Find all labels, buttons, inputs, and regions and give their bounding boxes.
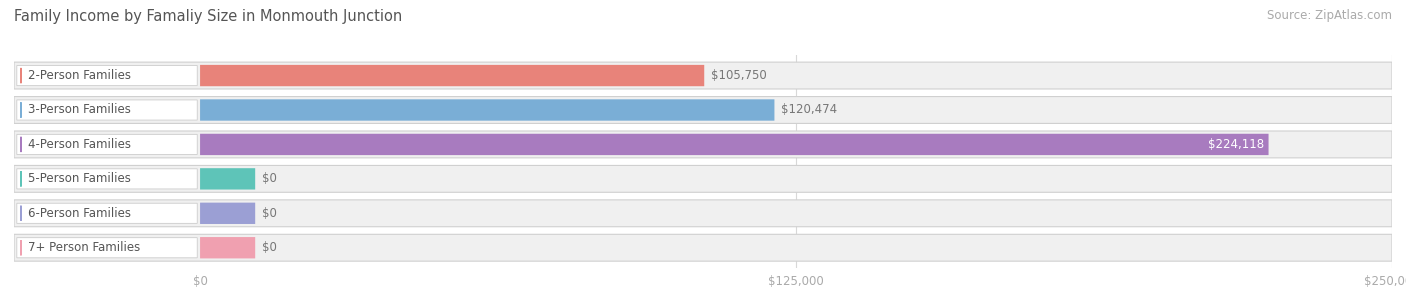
- FancyBboxPatch shape: [17, 238, 197, 258]
- FancyBboxPatch shape: [17, 169, 197, 189]
- FancyBboxPatch shape: [200, 99, 775, 121]
- Text: 4-Person Families: 4-Person Families: [28, 138, 131, 151]
- FancyBboxPatch shape: [14, 234, 1392, 261]
- Text: Source: ZipAtlas.com: Source: ZipAtlas.com: [1267, 9, 1392, 22]
- FancyBboxPatch shape: [200, 237, 256, 258]
- FancyBboxPatch shape: [14, 97, 1392, 124]
- FancyBboxPatch shape: [200, 65, 704, 86]
- Text: 3-Person Families: 3-Person Families: [28, 103, 131, 117]
- FancyBboxPatch shape: [17, 66, 197, 86]
- Text: $0: $0: [262, 207, 277, 220]
- Text: Family Income by Famaliy Size in Monmouth Junction: Family Income by Famaliy Size in Monmout…: [14, 9, 402, 24]
- Text: $224,118: $224,118: [1208, 138, 1264, 151]
- Text: 6-Person Families: 6-Person Families: [28, 207, 131, 220]
- Text: $0: $0: [262, 241, 277, 254]
- Text: 5-Person Families: 5-Person Families: [28, 172, 131, 185]
- FancyBboxPatch shape: [14, 165, 1392, 192]
- Text: $0: $0: [262, 172, 277, 185]
- FancyBboxPatch shape: [14, 200, 1392, 227]
- FancyBboxPatch shape: [14, 62, 1392, 89]
- Text: $120,474: $120,474: [782, 103, 838, 117]
- FancyBboxPatch shape: [14, 131, 1392, 158]
- FancyBboxPatch shape: [17, 100, 197, 120]
- FancyBboxPatch shape: [17, 135, 197, 155]
- Text: 7+ Person Families: 7+ Person Families: [28, 241, 141, 254]
- Text: $105,750: $105,750: [711, 69, 766, 82]
- FancyBboxPatch shape: [17, 203, 197, 223]
- Text: 2-Person Families: 2-Person Families: [28, 69, 131, 82]
- FancyBboxPatch shape: [200, 168, 256, 189]
- FancyBboxPatch shape: [200, 134, 1268, 155]
- FancyBboxPatch shape: [200, 203, 256, 224]
